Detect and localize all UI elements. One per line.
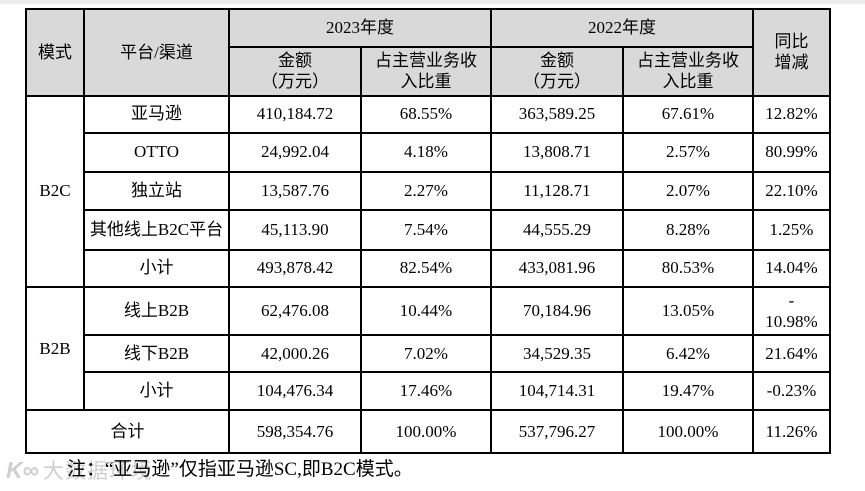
cell-share-2022: 80.53%: [622, 248, 754, 288]
revenue-table: 模式 平台/渠道 2023年度 2022年度 同比 增减 金额 （万元） 占主营…: [25, 8, 831, 454]
cell-yoy: 1.25%: [752, 208, 831, 251]
table-row: B2B 线上B2B 62,476.08 10.44% 70,184.96 13.…: [25, 285, 831, 411]
cell-total-label: 合计: [25, 409, 230, 454]
cell-platform: 线下B2B: [83, 334, 230, 373]
col-header-mode: 模式: [25, 8, 85, 97]
cell-share-2022: 8.28%: [622, 208, 754, 251]
col-header-amount-2022: 金额 （万元）: [490, 46, 624, 97]
cell-share-2022: 67.61%: [622, 94, 754, 134]
col-header-amount-2023: 金额 （万元）: [228, 46, 362, 97]
col-header-yoy: 同比 增减: [752, 8, 831, 97]
table-row-subtotal: 小计 104,476.34 17.46% 104,714.31 19.47% -…: [26, 371, 831, 411]
cell-share-2022: 100.00%: [622, 409, 754, 454]
cell-amount-2023: 104,476.34: [228, 371, 362, 411]
footnote: 注：“亚马逊”仅指亚马逊SC,即B2C模式。: [67, 459, 413, 480]
cell-platform: OTTO: [83, 131, 230, 173]
cell-share-2023: 2.27%: [360, 170, 492, 211]
cell-share-2022: 19.47%: [622, 371, 754, 411]
cell-mode-b2c: B2C: [25, 94, 85, 288]
cell-yoy: 21.64%: [752, 334, 831, 373]
cell-platform: 小计: [83, 248, 230, 288]
page-top-edge: [0, 0, 865, 4]
cell-platform: 线上B2B: [83, 285, 230, 336]
cell-share-2023: 7.54%: [360, 208, 492, 251]
cell-share-2022: 6.42%: [622, 334, 754, 373]
cell-yoy: 11.26%: [752, 409, 831, 454]
cell-share-2023: 4.18%: [360, 131, 492, 173]
table-row: B2C 亚马逊 410,184.72 68.55% 363,589.25 67.…: [25, 94, 831, 288]
cell-yoy: 12.82%: [752, 94, 831, 134]
cell-amount-2022: 363,589.25: [490, 94, 624, 134]
cell-share-2022: 13.05%: [622, 285, 754, 336]
cell-amount-2022: 13,808.71: [490, 131, 624, 173]
watermark-text: 大数据环境: [43, 460, 154, 483]
cell-amount-2022: 104,714.31: [490, 371, 624, 411]
cell-yoy: 22.10%: [752, 170, 831, 211]
cell-share-2022: 2.07%: [622, 170, 754, 211]
cell-amount-2022: 433,081.96: [490, 248, 624, 288]
col-header-year-2022: 2022年度: [490, 8, 754, 48]
cell-yoy: 14.04%: [752, 248, 831, 288]
cell-amount-2022: 34,529.35: [490, 334, 624, 373]
cell-amount-2023: 13,587.76: [228, 170, 362, 211]
table-row: 其他线上B2C平台 45,113.90 7.54% 44,555.29 8.28…: [26, 208, 831, 251]
cell-mode-b2b: B2B: [25, 285, 85, 411]
cell-yoy: - 10.98%: [752, 285, 831, 336]
cell-amount-2022: 70,184.96: [490, 285, 624, 336]
cell-share-2023: 82.54%: [360, 248, 492, 288]
cell-amount-2023: 493,878.42: [228, 248, 362, 288]
cell-amount-2023: 45,113.90: [228, 208, 362, 251]
col-header-year-2023: 2023年度: [228, 8, 492, 48]
cell-amount-2023: 62,476.08: [228, 285, 362, 336]
cell-share-2023: 7.02%: [360, 334, 492, 373]
table-row: 线下B2B 42,000.26 7.02% 34,529.35 6.42% 21…: [26, 334, 831, 373]
cell-share-2023: 68.55%: [360, 94, 492, 134]
table-row-total: 合计 598,354.76 100.00% 537,796.27 100.00%…: [25, 409, 831, 454]
cell-yoy: 80.99%: [752, 131, 831, 173]
table-row: 独立站 13,587.76 2.27% 11,128.71 2.07% 22.1…: [26, 170, 831, 211]
table-row: OTTO 24,992.04 4.18% 13,808.71 2.57% 80.…: [26, 131, 831, 173]
table-header-row-1: 模式 平台/渠道 2023年度 2022年度 同比 增减: [25, 8, 831, 97]
table-header-row-2: 金额 （万元） 占主营业务收 入比重 金额 （万元） 占主营业务收 入比重: [26, 46, 830, 97]
cell-amount-2023: 42,000.26: [228, 334, 362, 373]
col-header-platform: 平台/渠道: [83, 8, 230, 97]
cell-share-2023: 100.00%: [360, 409, 492, 454]
cell-amount-2022: 11,128.71: [490, 170, 624, 211]
watermark-logo-icon: K∞: [6, 456, 40, 483]
cell-amount-2023: 598,354.76: [228, 409, 362, 454]
cell-platform: 其他线上B2C平台: [83, 208, 230, 251]
table-row-subtotal: 小计 493,878.42 82.54% 433,081.96 80.53% 1…: [26, 248, 831, 288]
cell-share-2023: 10.44%: [360, 285, 492, 336]
cell-amount-2023: 410,184.72: [228, 94, 362, 134]
cell-platform: 小计: [83, 371, 230, 411]
cell-yoy: -0.23%: [752, 371, 831, 411]
cell-share-2022: 2.57%: [622, 131, 754, 173]
col-header-share-2023: 占主营业务收 入比重: [360, 46, 492, 97]
col-header-share-2022: 占主营业务收 入比重: [622, 46, 754, 97]
cell-amount-2023: 24,992.04: [228, 131, 362, 173]
cell-share-2023: 17.46%: [360, 371, 492, 411]
cell-platform: 亚马逊: [83, 94, 230, 134]
cell-platform: 独立站: [83, 170, 230, 211]
cell-amount-2022: 44,555.29: [490, 208, 624, 251]
cell-amount-2022: 537,796.27: [490, 409, 624, 454]
watermark: K∞ 大数据环境: [6, 455, 153, 485]
